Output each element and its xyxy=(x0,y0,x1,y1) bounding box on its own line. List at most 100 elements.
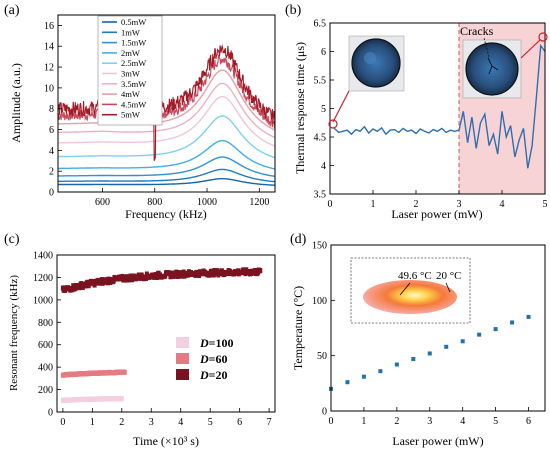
panel-a-series-lines xyxy=(58,43,275,186)
panel-d-point xyxy=(378,369,383,374)
panel-c-ytick-label: 200 xyxy=(38,385,53,396)
panel-c-point xyxy=(155,274,160,280)
panel-label-a: (a) xyxy=(4,3,20,18)
panel-c-legend-label: D=20 xyxy=(199,368,228,382)
panel-b-xtick-label: 3 xyxy=(457,199,462,210)
panel-d-xtick-label: 5 xyxy=(493,416,498,427)
panel-c-point xyxy=(123,277,128,283)
panel-c-ytick-label: 400 xyxy=(38,363,53,374)
panel-c-legend: D=100 D=60 D=20 xyxy=(176,336,234,382)
panel-a-ticks: 600 800 1000 1200 0 2 4 6 8 10 12 14 16 xyxy=(44,21,269,208)
panel-c-legend-label: D=100 xyxy=(199,336,234,350)
panel-c-point xyxy=(71,283,76,289)
panel-a-ytick-label: 6 xyxy=(49,125,54,136)
panel-a-series-line xyxy=(58,177,275,186)
panel-d-point xyxy=(427,351,432,356)
panel-a-legend-label: 4mW xyxy=(121,89,140,99)
panel-d-inset-pointer-edge xyxy=(445,282,451,293)
panel-b-ytick-label: 4.5 xyxy=(314,133,327,144)
panel-a: 600 800 1000 1200 0 2 4 6 8 10 12 14 16 Frequency (k… xyxy=(9,14,276,221)
panel-d-point xyxy=(411,356,416,361)
panel-d-xlabel: Laser power (mW) xyxy=(392,434,483,448)
panel-c-ytick-label: 600 xyxy=(38,340,53,351)
panel-b-xtick-label: 4 xyxy=(500,199,505,210)
panel-a-legend-label: 3mW xyxy=(121,69,140,79)
panel-d-heat-disk xyxy=(363,280,457,314)
panel-c-xtick-label: 4 xyxy=(178,417,183,428)
panel-c-point xyxy=(253,267,258,273)
panel-c-points xyxy=(60,267,263,403)
panel-c-legend-swatch xyxy=(176,337,189,348)
panel-b-ytick-label: 3.5 xyxy=(314,190,327,201)
panel-d-frame xyxy=(330,244,546,412)
panel-label-c: (c) xyxy=(4,232,20,247)
panel-b-callout-marker-left xyxy=(328,119,338,129)
panel-c-point xyxy=(122,369,127,375)
panel-a-legend-label: 2.5mW xyxy=(121,58,146,68)
panel-c-xtick-label: 6 xyxy=(237,417,242,428)
panel-c-point xyxy=(197,272,202,278)
panel-b-xtick-label: 2 xyxy=(414,199,419,210)
panel-c-point xyxy=(136,272,141,278)
panel-d-ticks: 0 1 2 3 4 5 6 0 50 100 150 xyxy=(312,241,531,428)
panel-c-ytick-label: 800 xyxy=(38,318,53,329)
panel-c-point xyxy=(77,284,82,290)
panel-label-b: (b) xyxy=(285,3,302,18)
panel-d-xtick-label: 1 xyxy=(361,416,366,427)
panel-a-xtick-label: 600 xyxy=(95,197,110,208)
panel-b-callout-line-left xyxy=(332,90,350,123)
panel-c-point xyxy=(163,273,168,279)
panel-d-xtick-label: 3 xyxy=(427,416,432,427)
panel-b-xtick-label: 5 xyxy=(543,199,548,210)
panel-c-xtick-label: 7 xyxy=(267,417,272,428)
panel-a-legend-label: 1.5mW xyxy=(121,38,146,48)
panel-d-point xyxy=(493,327,498,332)
panel-a-legend-label: 4.5mW xyxy=(121,99,146,109)
panel-c-point xyxy=(105,280,110,286)
panel-b: 0 1 2 3 4 5 3.5 4 4.5 5 5.5 6 6.5 Laser power (mW) T… xyxy=(293,19,548,221)
panel-b-annotation-cracks: Cracks xyxy=(460,24,494,38)
panel-b-ytick-label: 6 xyxy=(321,47,326,58)
panel-a-series-line xyxy=(58,43,275,161)
panel-d-point xyxy=(345,380,350,385)
panel-a-ytick-label: 2 xyxy=(49,167,54,178)
panel-a-ytick-label: 0 xyxy=(49,188,54,199)
panel-d-ytick-label: 50 xyxy=(317,351,327,362)
panel-c-ytick-label: 0 xyxy=(48,408,53,419)
panel-c-xtick-label: 0 xyxy=(60,417,65,428)
panel-c-point xyxy=(83,283,88,289)
panel-d-xtick-label: 0 xyxy=(329,416,334,427)
panel-a-legend-label: 0.5mW xyxy=(121,17,146,27)
panel-d-inset: 49.6 °C 20 °C xyxy=(350,257,471,324)
panel-c-legend-label: D=60 xyxy=(199,352,228,366)
panel-a-series-line xyxy=(58,139,275,170)
panel-d-ytick-label: 0 xyxy=(322,407,327,418)
panel-b-callout-marker-right xyxy=(538,32,548,42)
panel-d-point xyxy=(526,314,531,319)
panel-c-legend-swatch xyxy=(176,353,189,364)
panel-a-ylabel: Amplitude (a.u.) xyxy=(9,63,23,143)
panel-c-xtick-label: 1 xyxy=(90,417,95,428)
panel-c-point xyxy=(178,270,183,276)
panel-labels: (a) (b) (c) (d) xyxy=(4,3,307,247)
panel-c-ticks: 0 1 2 3 4 5 6 7 0 200 400 600 800 1000 1200 1400 xyxy=(33,251,272,429)
panel-c-point xyxy=(258,268,263,274)
panel-a-ytick-label: 14 xyxy=(44,42,54,53)
panel-d-point xyxy=(444,344,449,349)
panel-d-point xyxy=(460,339,465,344)
panel-c-point xyxy=(153,272,158,278)
panel-b-callout-line-right xyxy=(520,39,541,59)
panel-a-legend-label: 5mW xyxy=(121,110,140,120)
panel-a-ytick-label: 12 xyxy=(44,63,54,74)
panel-a-frame xyxy=(57,14,276,193)
panel-d-point xyxy=(477,332,482,337)
panel-label-d: (d) xyxy=(290,232,307,247)
panel-a-legend-label: 3.5mW xyxy=(121,79,146,89)
panel-c-xlabel: Time (×10³ s) xyxy=(133,434,199,448)
panel-d-xtick-label: 2 xyxy=(394,416,399,427)
panel-c-xtick-label: 2 xyxy=(119,417,124,428)
panel-d-point xyxy=(394,362,399,367)
panel-c-point xyxy=(219,268,224,274)
panel-a-ytick-label: 10 xyxy=(44,83,54,94)
